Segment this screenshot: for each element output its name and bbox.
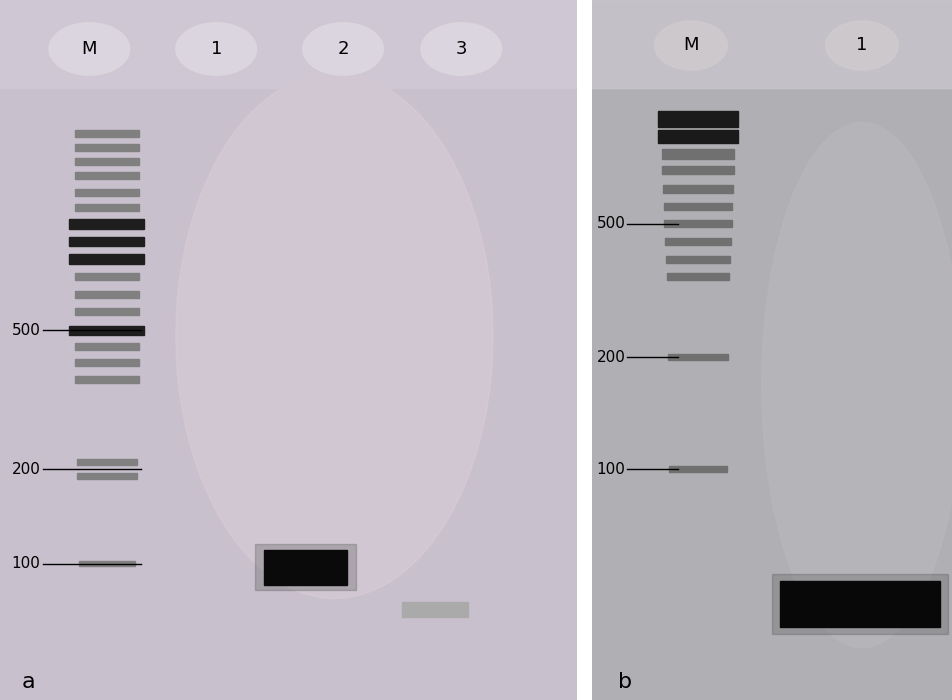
Bar [78, 561, 134, 566]
Bar [69, 254, 144, 264]
Ellipse shape [176, 74, 492, 598]
Bar [74, 144, 138, 150]
Bar [665, 256, 729, 262]
Bar [69, 237, 144, 246]
Bar [74, 130, 138, 136]
Bar [667, 354, 727, 360]
Bar [74, 273, 138, 280]
Ellipse shape [421, 22, 501, 76]
Ellipse shape [176, 22, 256, 76]
Bar [663, 185, 733, 193]
Text: 100: 100 [596, 461, 625, 477]
Text: 200: 200 [596, 349, 625, 365]
Bar [69, 219, 144, 229]
Bar [74, 290, 138, 298]
Bar [668, 466, 726, 472]
Bar [666, 273, 728, 280]
Text: 200: 200 [11, 461, 40, 477]
Bar [74, 158, 138, 164]
Ellipse shape [303, 22, 383, 76]
Bar [662, 166, 733, 174]
Bar [0, 0, 576, 88]
Bar [74, 189, 138, 196]
Bar [264, 550, 347, 584]
Text: 1: 1 [210, 40, 222, 58]
Text: 100: 100 [11, 556, 40, 571]
Bar [664, 203, 731, 210]
Bar [74, 204, 138, 211]
Text: 1: 1 [856, 36, 866, 55]
Text: 3: 3 [455, 40, 466, 58]
Bar [74, 343, 138, 350]
Bar [658, 111, 738, 127]
Bar [771, 574, 947, 634]
Bar [74, 376, 138, 383]
Text: 2: 2 [337, 40, 348, 58]
Ellipse shape [49, 22, 129, 76]
Ellipse shape [824, 21, 898, 70]
Text: M: M [82, 40, 97, 58]
Bar [69, 326, 144, 335]
Text: a: a [22, 673, 35, 692]
Bar [74, 172, 138, 178]
Text: 500: 500 [596, 216, 625, 232]
Bar [664, 220, 731, 228]
Ellipse shape [761, 122, 952, 648]
Bar [588, 0, 952, 88]
Bar [658, 130, 738, 143]
Ellipse shape [654, 21, 726, 70]
Bar [402, 602, 468, 617]
Bar [780, 581, 940, 626]
Bar [76, 473, 136, 479]
Bar [76, 459, 136, 465]
Bar [662, 149, 733, 158]
Bar [74, 359, 138, 366]
Bar [74, 308, 138, 315]
Text: M: M [683, 36, 698, 55]
Bar [664, 238, 730, 245]
Bar [255, 544, 355, 590]
Text: 500: 500 [11, 323, 40, 338]
Text: b: b [618, 673, 632, 692]
